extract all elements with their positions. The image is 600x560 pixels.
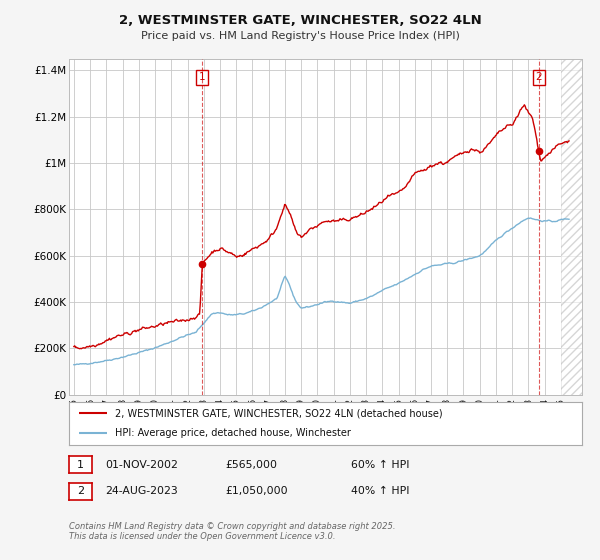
Text: 1: 1 [199, 72, 206, 82]
Text: Price paid vs. HM Land Registry's House Price Index (HPI): Price paid vs. HM Land Registry's House … [140, 31, 460, 41]
Text: 2, WESTMINSTER GATE, WINCHESTER, SO22 4LN (detached house): 2, WESTMINSTER GATE, WINCHESTER, SO22 4L… [115, 408, 443, 418]
Text: £1,050,000: £1,050,000 [225, 486, 287, 496]
Text: 01-NOV-2002: 01-NOV-2002 [105, 460, 178, 470]
Text: 24-AUG-2023: 24-AUG-2023 [105, 486, 178, 496]
Text: 2: 2 [536, 72, 542, 82]
Bar [561, 59, 582, 395]
Text: 2: 2 [77, 486, 84, 496]
Text: HPI: Average price, detached house, Winchester: HPI: Average price, detached house, Winc… [115, 428, 351, 438]
Text: 2, WESTMINSTER GATE, WINCHESTER, SO22 4LN: 2, WESTMINSTER GATE, WINCHESTER, SO22 4L… [119, 14, 481, 27]
Text: 1: 1 [77, 460, 84, 470]
Text: 40% ↑ HPI: 40% ↑ HPI [351, 486, 409, 496]
Text: Contains HM Land Registry data © Crown copyright and database right 2025.
This d: Contains HM Land Registry data © Crown c… [69, 522, 395, 542]
Text: 60% ↑ HPI: 60% ↑ HPI [351, 460, 409, 470]
Text: £565,000: £565,000 [225, 460, 277, 470]
